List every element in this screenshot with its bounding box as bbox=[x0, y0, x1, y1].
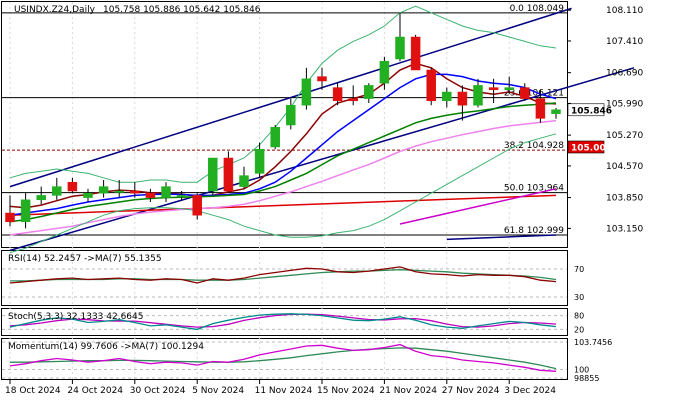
x-tick-label: 24 Oct 2024 bbox=[67, 386, 123, 396]
fib-label: 23.6 106.121 bbox=[504, 89, 564, 99]
candle-body bbox=[176, 195, 187, 198]
candle-body bbox=[161, 186, 171, 198]
candle-body bbox=[520, 87, 530, 99]
x-tick-label: 18 Oct 2024 bbox=[5, 386, 61, 396]
rsi-rsi-line bbox=[9, 266, 557, 284]
candle-body bbox=[364, 85, 374, 99]
candle-body bbox=[488, 87, 499, 91]
candle-body bbox=[239, 175, 249, 187]
moving-average-ma-green bbox=[9, 102, 557, 223]
moving-average-ma-red bbox=[9, 62, 557, 209]
trend-line-magenta-support bbox=[399, 188, 557, 225]
moving-average-ma-violet bbox=[9, 119, 557, 236]
stoch-k-line bbox=[9, 313, 557, 331]
candle-body bbox=[192, 195, 202, 216]
candle-body bbox=[457, 91, 468, 106]
x-tick-label: 11 Nov 2024 bbox=[255, 386, 313, 396]
x-tick-label: 30 Oct 2024 bbox=[130, 386, 186, 396]
candle-body bbox=[130, 190, 140, 194]
momentum-tick-label: 98855 bbox=[574, 374, 599, 383]
y-tick-label: 104.570 bbox=[606, 162, 643, 172]
trend-line-lower-extension bbox=[446, 234, 557, 241]
candle-body bbox=[426, 69, 436, 102]
candle-body bbox=[67, 181, 78, 192]
candle-body bbox=[379, 60, 390, 84]
y-tick-label: 105.270 bbox=[606, 131, 643, 141]
candle-body bbox=[317, 76, 327, 82]
candle-body bbox=[286, 104, 296, 126]
candle-body bbox=[83, 192, 93, 198]
main-price-layer: 0.0 108.049 23.6 106.121 38.2 104.928 50.0 … bbox=[2, 2, 635, 380]
moving-average-bb-upper bbox=[9, 5, 557, 183]
candle-body bbox=[332, 87, 343, 102]
price-badge-label: 105.000 bbox=[571, 144, 612, 154]
trend-line-red-support bbox=[9, 194, 557, 216]
rsi-tick-label: 30 bbox=[574, 293, 584, 302]
y-tick-label: 107.410 bbox=[606, 37, 643, 47]
candle-body bbox=[535, 98, 546, 119]
candle-body bbox=[20, 199, 31, 223]
symbol-label: USINDX.Z24,Daily bbox=[14, 5, 96, 15]
candle-body bbox=[348, 98, 358, 102]
rsi-label: RSI(14) 52.2457 ->MA(7) 55.1355 bbox=[8, 254, 162, 264]
candle-body bbox=[270, 126, 280, 148]
fib-label: 0.0 108.049 bbox=[510, 4, 565, 14]
axis-layer: 108.110 107.410 106.690 105.990 105.270 104.5… bbox=[5, 6, 643, 396]
x-tick-label: 3 Dec 2024 bbox=[504, 386, 556, 396]
rsi-layer: 70 30 bbox=[2, 265, 584, 302]
y-tick-label: 105.990 bbox=[606, 99, 643, 109]
momentum-momentum-line bbox=[9, 343, 557, 372]
momentum-panel-frame bbox=[1, 338, 568, 380]
y-tick-label: 103.150 bbox=[606, 224, 643, 234]
price-badge-label: 105.846 bbox=[571, 106, 612, 116]
fib-label: 50.0 103.964 bbox=[504, 184, 564, 194]
candle-body bbox=[223, 157, 234, 192]
candle-body bbox=[395, 36, 405, 60]
stoch-tick-label: 80 bbox=[574, 312, 584, 321]
candle-body bbox=[52, 186, 62, 196]
candle-body bbox=[254, 148, 265, 174]
trend-line-upper-channel bbox=[9, 7, 572, 188]
y-tick-label: 108.110 bbox=[606, 6, 643, 16]
candle-body bbox=[301, 78, 312, 106]
rsi-panel-frame bbox=[1, 250, 568, 306]
ohlc-readout: 105.758 105.886 105.642 105.846 bbox=[103, 5, 261, 15]
candle-body bbox=[410, 36, 421, 71]
momentum-tick-label: 100 bbox=[574, 366, 589, 375]
stoch-panel-frame bbox=[1, 308, 568, 336]
moving-average-ma-blue bbox=[9, 73, 557, 216]
stoch-tick-label: 20 bbox=[574, 325, 584, 334]
candle-body bbox=[5, 212, 15, 223]
candle-body bbox=[145, 192, 156, 198]
x-tick-label: 5 Nov 2024 bbox=[192, 386, 244, 396]
price-badge bbox=[567, 103, 605, 117]
y-tick-label: 103.850 bbox=[606, 194, 643, 204]
x-tick-label: 15 Nov 2024 bbox=[317, 386, 375, 396]
y-tick-label: 106.690 bbox=[606, 69, 643, 79]
candle-body bbox=[473, 85, 483, 106]
stoch-label: Stoch(5,3,3) 32.1333 42.6645 bbox=[8, 312, 143, 322]
candle-body bbox=[442, 91, 452, 102]
fib-label: 38.2 104.928 bbox=[504, 141, 564, 151]
candle-body bbox=[114, 190, 124, 193]
candle-body bbox=[98, 186, 109, 194]
price-badge bbox=[567, 140, 605, 154]
moving-average-bb-lower bbox=[9, 133, 557, 254]
candle-body bbox=[36, 195, 46, 201]
fib-label: 61.8 102.999 bbox=[504, 226, 564, 236]
x-tick-label: 21 Nov 2024 bbox=[379, 386, 437, 396]
stoch-d-line bbox=[9, 313, 557, 328]
candle-body bbox=[504, 87, 514, 91]
rsi-tick-label: 70 bbox=[574, 265, 584, 274]
candle-body bbox=[551, 109, 561, 114]
momentum-tick-label: 103.7456 bbox=[574, 338, 612, 347]
main-panel-frame bbox=[1, 1, 568, 248]
x-tick-label: 27 Nov 2024 bbox=[442, 386, 500, 396]
candle-body bbox=[208, 157, 218, 192]
momentum-label: Momentum(14) 99.7606 ->MA(7) 100.1294 bbox=[8, 342, 204, 352]
